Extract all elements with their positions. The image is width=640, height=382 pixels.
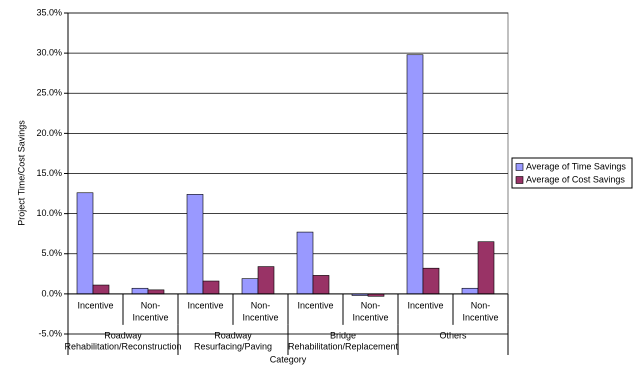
x-tick-label: Incentive <box>132 312 168 322</box>
x-tick-label: Incentive <box>462 312 498 322</box>
x-tick-label: Incentive <box>77 300 113 310</box>
x-tick-label: Incentive <box>352 312 388 322</box>
y-tick-label: 20.0% <box>36 128 62 138</box>
x-tick-label: Non- <box>251 300 271 310</box>
legend-label: Average of Time Savings <box>526 161 626 171</box>
bar <box>461 287 479 295</box>
bar <box>131 287 149 295</box>
group-label: Rehabilitation/Replacement <box>288 341 399 351</box>
y-tick-label: 15.0% <box>36 168 62 178</box>
bar <box>186 194 204 295</box>
bar <box>92 284 110 295</box>
bar <box>202 280 220 295</box>
x-tick-label: Incentive <box>187 300 223 310</box>
bar <box>241 278 259 295</box>
bar <box>296 231 314 295</box>
y-tick-label: 35.0% <box>36 7 62 17</box>
x-tick-label: Incentive <box>297 300 333 310</box>
legend-label: Average of Cost Savings <box>526 174 625 184</box>
y-tick-label: -5.0% <box>38 328 62 338</box>
group-label: Rehabilitation/Reconstruction <box>64 341 181 351</box>
group-label: Roadway <box>214 330 252 340</box>
y-tick-label: 30.0% <box>36 48 62 58</box>
bar <box>147 289 165 295</box>
group-label: Bridge <box>330 330 356 340</box>
bar <box>312 275 330 295</box>
group-label: Roadway <box>104 330 142 340</box>
bar <box>76 192 94 295</box>
x-tick-label: Non- <box>471 300 491 310</box>
group-label: Resurfacing/Paving <box>194 341 272 351</box>
bar <box>406 54 424 295</box>
x-tick-label: Incentive <box>407 300 443 310</box>
y-axis-title: Project Time/Cost Savings <box>16 120 26 226</box>
x-tick-label: Incentive <box>242 312 278 322</box>
x-axis-title: Category <box>270 354 307 364</box>
y-tick-label: 5.0% <box>41 248 62 258</box>
legend-swatch <box>515 163 524 171</box>
y-tick-label: 10.0% <box>36 208 62 218</box>
bar <box>422 267 440 295</box>
legend-swatch <box>515 176 524 184</box>
bar <box>257 266 275 295</box>
y-tick-label: 0.0% <box>41 288 62 298</box>
group-label: Others <box>439 330 467 340</box>
x-tick-label: Non- <box>361 300 381 310</box>
x-tick-label: Non- <box>141 300 161 310</box>
legend <box>511 157 633 189</box>
y-tick-label: 25.0% <box>36 88 62 98</box>
bar <box>477 241 495 295</box>
